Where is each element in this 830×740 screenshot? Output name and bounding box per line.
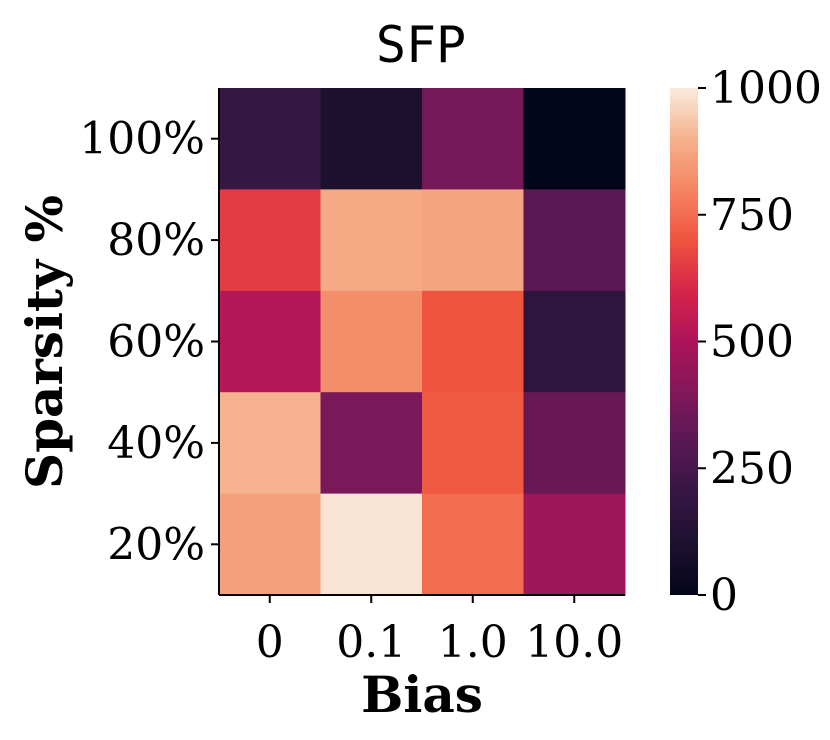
heatmap-cell — [523, 88, 626, 190]
heatmap-cell — [320, 392, 423, 495]
x-axis-label: Bias — [361, 665, 483, 724]
y-tick-label: 20% — [107, 519, 205, 570]
heatmap-cell — [523, 189, 626, 292]
y-tick-label: 100% — [79, 114, 205, 165]
heatmap-cell — [422, 88, 524, 190]
colorbar-tick-label: 500 — [710, 317, 794, 368]
colorbar-ticks: 0 250 500 750 1000 — [698, 63, 822, 621]
heatmap-cell — [219, 290, 321, 393]
colorbar-tick-label: 1000 — [710, 63, 822, 114]
heatmap-cell — [422, 392, 524, 495]
heatmap-cell — [320, 290, 423, 393]
heatmap-cell — [219, 392, 321, 495]
heatmap-cell — [219, 493, 321, 596]
y-tick-label: 80% — [107, 215, 205, 266]
heatmap-cell — [523, 290, 626, 393]
colorbar — [670, 88, 698, 595]
chart-title: SFP — [376, 16, 466, 74]
colorbar-tick-label: 0 — [710, 570, 738, 621]
colorbar-tick-label: 250 — [710, 443, 794, 494]
heatmap-cells — [219, 88, 626, 596]
heatmap-cell — [320, 88, 423, 190]
x-tick-label: 0.1 — [336, 617, 406, 668]
heatmap-cell — [320, 189, 423, 292]
y-tick-label: 60% — [107, 317, 205, 368]
colorbar-tick-label: 750 — [710, 190, 794, 241]
x-tick-label: 1.0 — [438, 617, 508, 668]
y-axis-label: Sparsity % — [15, 195, 74, 489]
heatmap-cell — [422, 290, 524, 393]
heatmap-cell — [422, 493, 524, 596]
x-tick-label: 0 — [256, 617, 284, 668]
heatmap-cell — [422, 189, 524, 292]
y-tick-label: 40% — [107, 418, 205, 469]
x-tick-label: 10.0 — [525, 617, 623, 668]
heatmap-cell — [219, 88, 321, 190]
heatmap-cell — [320, 493, 423, 596]
heatmap-cell — [523, 493, 626, 596]
heatmap-cell — [523, 392, 626, 495]
heatmap-cell — [219, 189, 321, 292]
axis-ticks: 0 0.1 1.0 10.0 100% 80% 60% 40% 20% — [79, 114, 623, 668]
